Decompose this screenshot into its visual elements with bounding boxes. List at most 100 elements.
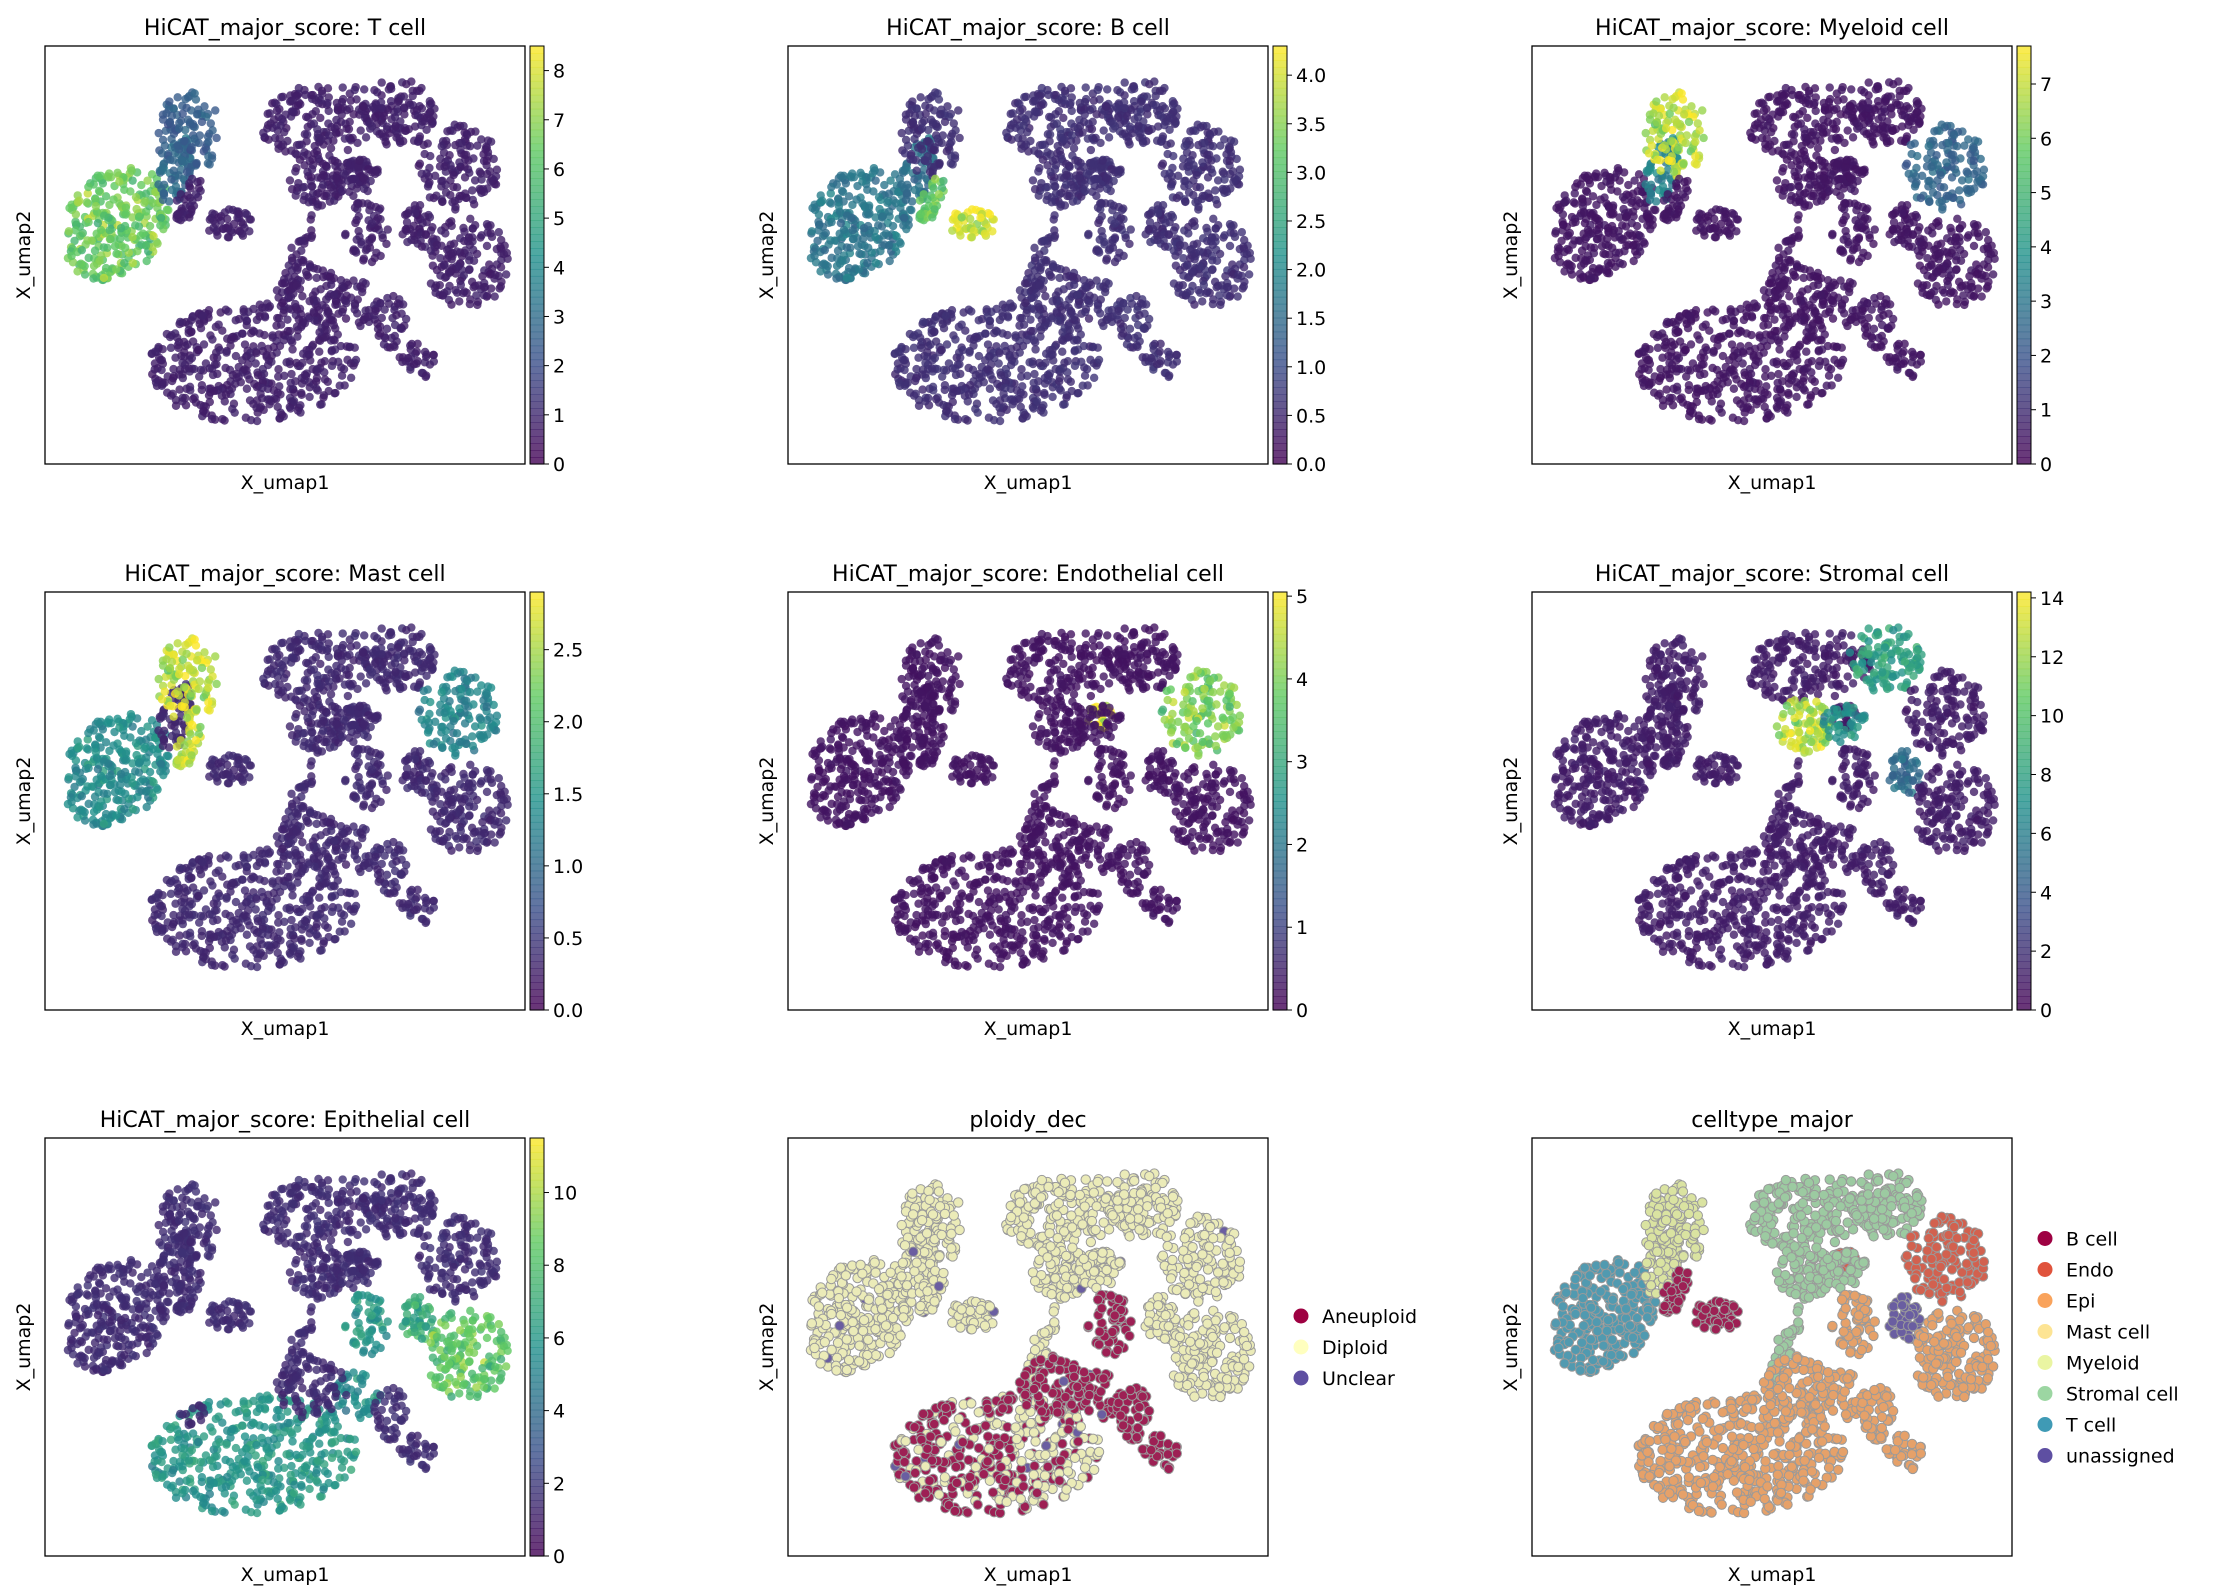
cell-point [349, 110, 358, 119]
cell-point [461, 150, 471, 159]
cell-point [352, 235, 361, 244]
panel-title: HiCAT_major_score: T cell [144, 16, 426, 41]
colorbar-segment [1273, 227, 1287, 235]
cell-point [1075, 174, 1084, 183]
cell-point [1581, 186, 1591, 196]
cell-point [285, 176, 295, 185]
cell-point [1094, 355, 1104, 365]
colorbar-segment [530, 436, 544, 444]
cell-point [1212, 256, 1222, 265]
cell-point [849, 234, 858, 244]
cell-point [490, 292, 499, 301]
colorbar-segment [1273, 136, 1287, 145]
cell-point [1661, 124, 1671, 133]
cell-point [277, 410, 287, 419]
cell-point [99, 211, 109, 220]
cell-point [1038, 140, 1047, 150]
cell-point [1048, 262, 1058, 271]
cell-point [899, 221, 908, 230]
cell-point [174, 343, 183, 353]
cell-point [1774, 107, 1783, 116]
cell-point [293, 263, 302, 272]
cell-point [1692, 160, 1701, 169]
cell-point [1093, 203, 1103, 212]
cell-point [1069, 280, 1079, 289]
cell-point [1138, 353, 1147, 362]
colorbar-segment [530, 255, 544, 263]
cell-point [303, 150, 312, 159]
cell-point [1803, 135, 1813, 144]
cell-point [473, 141, 482, 150]
colorbar-segment [1273, 87, 1287, 96]
cell-point [1162, 140, 1171, 150]
cell-point [916, 93, 925, 102]
cell-point [985, 384, 995, 393]
cell-point [180, 195, 189, 204]
cell-point [390, 320, 400, 330]
cell-point [1621, 212, 1631, 221]
cell-point [1895, 91, 1904, 101]
cell-point [1198, 158, 1207, 167]
cell-point [1064, 333, 1073, 342]
cell-point [1679, 110, 1689, 119]
cell-point [111, 265, 121, 274]
cell-point [1163, 358, 1173, 367]
colorbar-segment [530, 387, 544, 395]
colorbar-tick-label: 2 [553, 356, 565, 378]
cell-point [327, 361, 337, 371]
cell-point [400, 110, 409, 119]
colorbar-segment [530, 331, 544, 340]
cell-point [227, 332, 237, 342]
cell-point [223, 214, 232, 224]
colorbar-segment [530, 108, 544, 117]
cell-point [1012, 342, 1021, 352]
colorbar-tick-label: 0.5 [1296, 405, 1326, 427]
cell-point [353, 295, 362, 304]
colorbar-segment [1273, 52, 1287, 61]
cell-point [836, 171, 845, 180]
cell-point [84, 253, 93, 263]
cell-point [1179, 154, 1188, 163]
cell-point [1060, 201, 1070, 210]
cell-point [1235, 165, 1245, 174]
cell-point [1172, 193, 1181, 203]
cell-point [984, 352, 994, 361]
cell-point [1819, 98, 1829, 108]
cell-point [1050, 342, 1060, 351]
cell-point [298, 349, 308, 358]
cell-point [1089, 175, 1099, 184]
cell-point [1586, 243, 1596, 252]
cell-point [1674, 205, 1683, 214]
cell-point [1143, 110, 1152, 119]
cell-point [392, 310, 401, 320]
cell-point [242, 210, 252, 219]
cell-point [343, 145, 353, 155]
cell-point [382, 140, 391, 149]
cell-point [1192, 170, 1201, 180]
cell-point [496, 235, 506, 245]
cell-point [77, 245, 87, 255]
colorbar-segment [530, 317, 544, 326]
cell-point [191, 95, 201, 104]
cell-point [166, 391, 176, 400]
cell-point [1203, 227, 1212, 236]
colorbar-segment [1273, 394, 1287, 402]
colorbar-segment [1273, 164, 1287, 172]
cell-point [1652, 118, 1662, 127]
cell-point [940, 117, 950, 127]
cell-point [287, 369, 296, 379]
colorbar-segment [1273, 366, 1287, 375]
cell-point [479, 283, 489, 292]
cell-point [298, 358, 307, 368]
cell-point [1646, 189, 1656, 198]
cell-point [437, 142, 446, 151]
cell-point [431, 288, 440, 297]
cell-point [1667, 195, 1676, 204]
cell-point [1078, 381, 1087, 390]
colorbar-segment [530, 157, 544, 166]
cell-point [93, 218, 103, 228]
cell-point [909, 155, 918, 164]
cell-point [200, 102, 209, 111]
cell-point [84, 182, 93, 192]
